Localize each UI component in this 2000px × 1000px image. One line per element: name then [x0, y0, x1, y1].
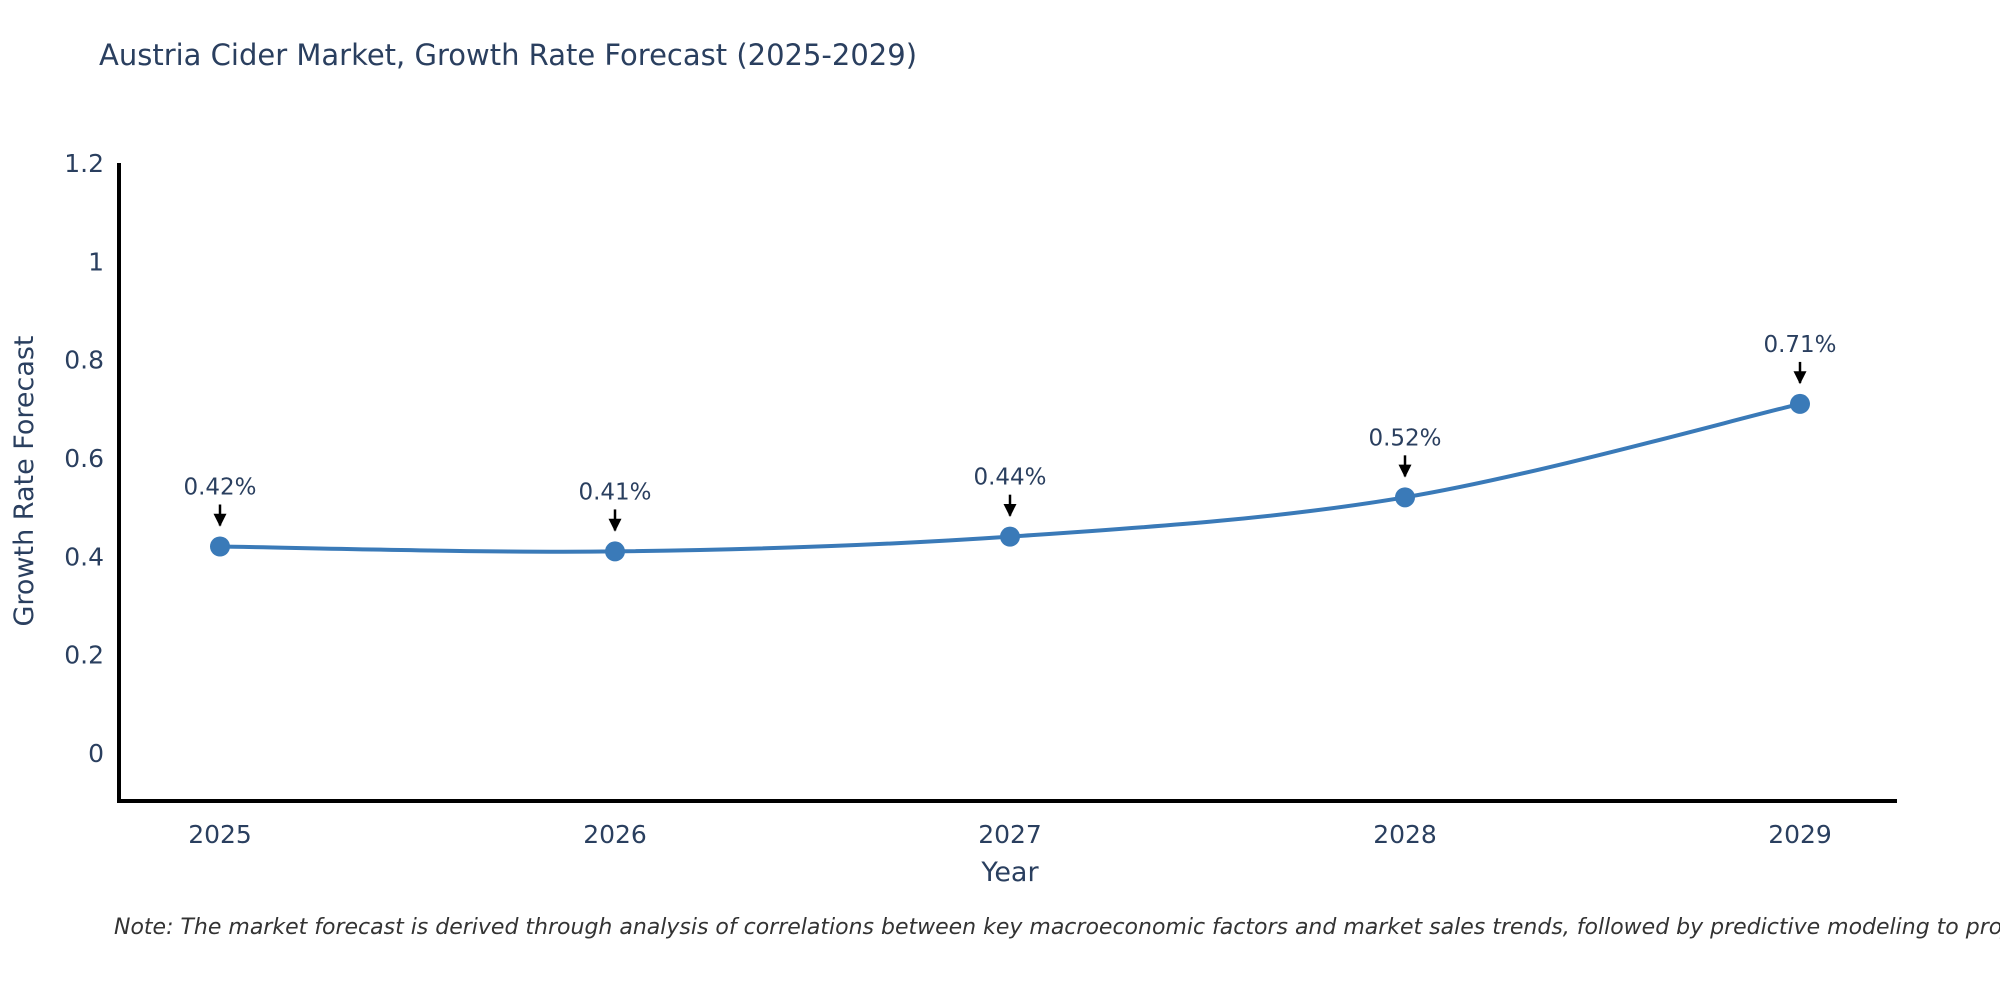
x-tick-label: 2028: [1373, 820, 1437, 849]
y-tick-label: 0: [88, 739, 104, 768]
y-tick-label: 0.8: [64, 346, 104, 375]
data-point-2027: [1000, 526, 1020, 547]
x-tick-labels: 2025 2026 2027 2028 2029: [188, 820, 1832, 849]
x-tick-label: 2025: [188, 820, 252, 849]
point-value-label: 0.52%: [1368, 425, 1441, 451]
y-tick-label: 1.2: [64, 149, 104, 178]
point-value-label: 0.44%: [973, 465, 1046, 491]
point-value-label: 0.41%: [578, 479, 651, 505]
x-tick-label: 2029: [1768, 820, 1832, 849]
data-point-2025: [210, 536, 230, 557]
y-tick-label: 1: [88, 247, 104, 276]
x-tick-label: 2027: [978, 820, 1042, 849]
x-axis-title: Year: [981, 857, 1039, 888]
point-annotations: 0.42% 0.41% 0.44% 0.52% 0.71%: [183, 332, 1837, 532]
x-tick-label: 2026: [583, 820, 647, 849]
data-point-2026: [605, 541, 625, 562]
point-value-label: 0.71%: [1763, 332, 1836, 358]
axes: [117, 163, 1897, 803]
data-point-2029: [1790, 393, 1810, 414]
y-tick-label: 0.2: [64, 641, 104, 670]
y-tick-label: 0.4: [64, 542, 104, 571]
point-value-label: 0.42%: [183, 475, 256, 501]
data-point-2028: [1395, 487, 1415, 508]
chart-title: Austria Cider Market, Growth Rate Foreca…: [99, 38, 918, 72]
footnote: Note: The market forecast is derived thr…: [114, 915, 2000, 940]
y-tick-labels: 0 0.2 0.4 0.6 0.8 1 1.2: [64, 149, 104, 768]
line-series: [210, 393, 1810, 562]
y-tick-label: 0.6: [64, 444, 104, 473]
